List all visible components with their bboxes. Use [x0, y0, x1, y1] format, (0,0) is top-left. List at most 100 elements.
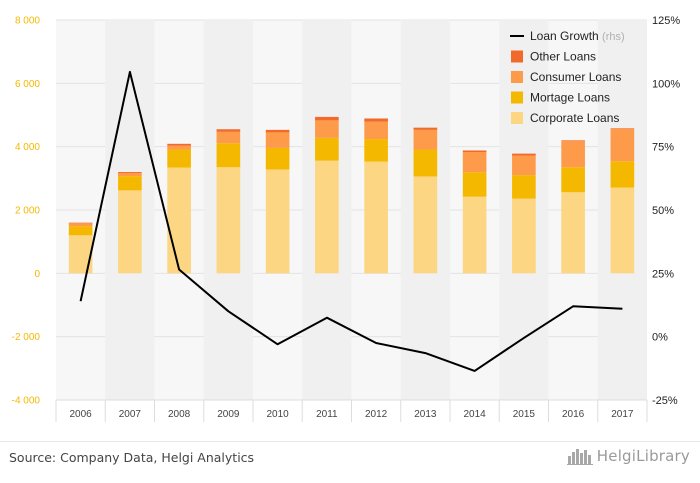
x-tick-label: 2007	[119, 409, 142, 420]
y-right-tick-label: 50%	[652, 205, 674, 217]
helgi-library-logo[interactable]: HelgiLibrary	[566, 447, 690, 465]
chart: -4 000 -2 000 0 2 000 4 000 6 000 8 000 -25% 0%…	[12, 15, 680, 422]
x-tick-label: 2016	[562, 409, 585, 420]
bar-corporate-loans	[118, 190, 142, 274]
bar-mortage-loans	[216, 143, 241, 168]
bar-other-loans	[265, 129, 290, 133]
legend-swatch	[511, 112, 523, 124]
y-right-tick-label: 100%	[652, 78, 680, 90]
y-left-tick-label: 8 000	[15, 16, 40, 27]
bar-consumer-loans	[265, 132, 290, 148]
legend-label: Loan Growth (rhs)	[530, 29, 625, 43]
bar-other-loans	[462, 150, 487, 153]
y-axis-left: -4 000 -2 000 0 2 000 4 000 6 000 8 000	[12, 16, 41, 407]
bar-consumer-loans	[167, 145, 191, 150]
x-tick-label: 2013	[414, 409, 437, 420]
y-right-tick-label: 25%	[652, 268, 674, 280]
x-tick-label: 2011	[316, 409, 338, 420]
legend-label: Other Loans	[530, 50, 596, 64]
legend-swatch	[511, 71, 523, 83]
source-note: Source: Company Data, Helgi Analytics	[9, 450, 255, 465]
bar-corporate-loans	[68, 235, 93, 274]
x-axis: 2006 2007 2008 2009 2010 2011 2012 2013 2014 2015…	[55, 399, 648, 422]
bar-mortage-loans	[610, 161, 635, 188]
bar-other-loans	[216, 129, 241, 132]
bar-mortage-loans	[364, 139, 388, 162]
bar-consumer-loans	[68, 223, 93, 227]
x-tick-label: 2006	[70, 409, 93, 420]
logo-text: HelgiLibrary	[596, 447, 690, 465]
bar-other-loans	[364, 118, 388, 122]
bar-other-loans	[118, 172, 142, 173]
legend-item-mortage-loans[interactable]: Mortage Loans	[511, 91, 610, 105]
legend-item-consumer-loans[interactable]: Consumer Loans	[511, 70, 621, 84]
bar-mortage-loans	[315, 137, 339, 161]
legend-item-other-loans[interactable]: Other Loans	[511, 50, 596, 64]
bar-corporate-loans	[512, 198, 536, 274]
bar-consumer-loans	[561, 140, 585, 168]
x-tick-label: 2012	[365, 409, 388, 420]
y-right-tick-label: 0%	[652, 332, 668, 344]
legend-label-suffix: (rhs)	[602, 31, 625, 43]
bar-mortage-loans	[265, 147, 290, 170]
y-right-tick-label: -25%	[652, 395, 678, 407]
y-left-tick-label: 0	[34, 269, 40, 280]
y-right-tick-label: 75%	[652, 142, 674, 154]
x-tick-label: 2009	[217, 409, 240, 420]
bars	[68, 116, 635, 274]
bar-other-loans	[610, 128, 635, 129]
y-left-tick-label: 6 000	[15, 79, 40, 90]
loan-growth-line	[79, 70, 623, 372]
bar-corporate-loans	[216, 167, 241, 274]
bar-corporate-loans	[561, 192, 585, 274]
bar-corporate-loans	[413, 176, 438, 274]
bar-consumer-loans	[462, 152, 487, 173]
legend-item-corporate-loans[interactable]: Corporate Loans	[511, 111, 619, 125]
bar-mortage-loans	[462, 172, 487, 197]
y-left-tick-label: 2 000	[15, 206, 40, 217]
bar-corporate-loans	[315, 160, 339, 274]
x-tick-label: 2014	[464, 409, 487, 420]
y-left-tick-label: -2 000	[12, 332, 41, 343]
bar-other-loans	[512, 153, 536, 156]
y-right-tick-label: 125%	[652, 15, 680, 27]
x-tick-label: 2010	[267, 409, 290, 420]
bar-consumer-loans	[315, 120, 339, 138]
bar-consumer-loans	[364, 121, 388, 140]
bar-consumer-loans	[512, 155, 536, 176]
x-tick-label: 2017	[611, 409, 634, 420]
bar-consumer-loans	[610, 128, 635, 162]
bar-mortage-loans	[118, 176, 142, 191]
y-left-tick-label: 4 000	[15, 142, 40, 153]
bar-corporate-loans	[610, 187, 635, 274]
bar-mortage-loans	[167, 149, 191, 168]
x-tick-label: 2015	[513, 409, 536, 420]
legend-swatch	[511, 91, 523, 104]
bar-other-loans	[315, 116, 339, 121]
bar-consumer-loans	[413, 129, 438, 150]
bar-corporate-loans	[364, 161, 388, 274]
city-skyline-icon	[566, 449, 593, 465]
bar-consumer-loans	[118, 172, 142, 177]
bar-other-loans	[561, 140, 585, 141]
y-left-tick-label: -4 000	[12, 396, 41, 407]
footer-divider	[0, 441, 700, 442]
bar-mortage-loans	[68, 226, 93, 236]
bar-other-loans	[167, 143, 191, 146]
bar-mortage-loans	[561, 167, 585, 193]
bar-mortage-loans	[413, 149, 438, 177]
legend-label: Mortage Loans	[530, 91, 610, 105]
legend[interactable]: Loan Growth (rhs) Other Loans Consumer Loa…	[510, 29, 625, 125]
legend-swatch	[511, 50, 523, 63]
bar-corporate-loans	[265, 169, 290, 274]
bar-consumer-loans	[216, 131, 241, 144]
x-tick-label: 2008	[168, 409, 191, 420]
bar-other-loans	[68, 222, 93, 224]
bar-corporate-loans	[462, 196, 487, 274]
legend-item-loan-growth[interactable]: Loan Growth (rhs)	[510, 29, 625, 43]
y-axis-right: -25% 0% 25% 50% 75% 100% 125%	[652, 15, 680, 407]
bar-mortage-loans	[512, 175, 536, 199]
bar-corporate-loans	[167, 167, 191, 274]
legend-label: Consumer Loans	[530, 70, 621, 84]
bar-other-loans	[413, 127, 438, 130]
